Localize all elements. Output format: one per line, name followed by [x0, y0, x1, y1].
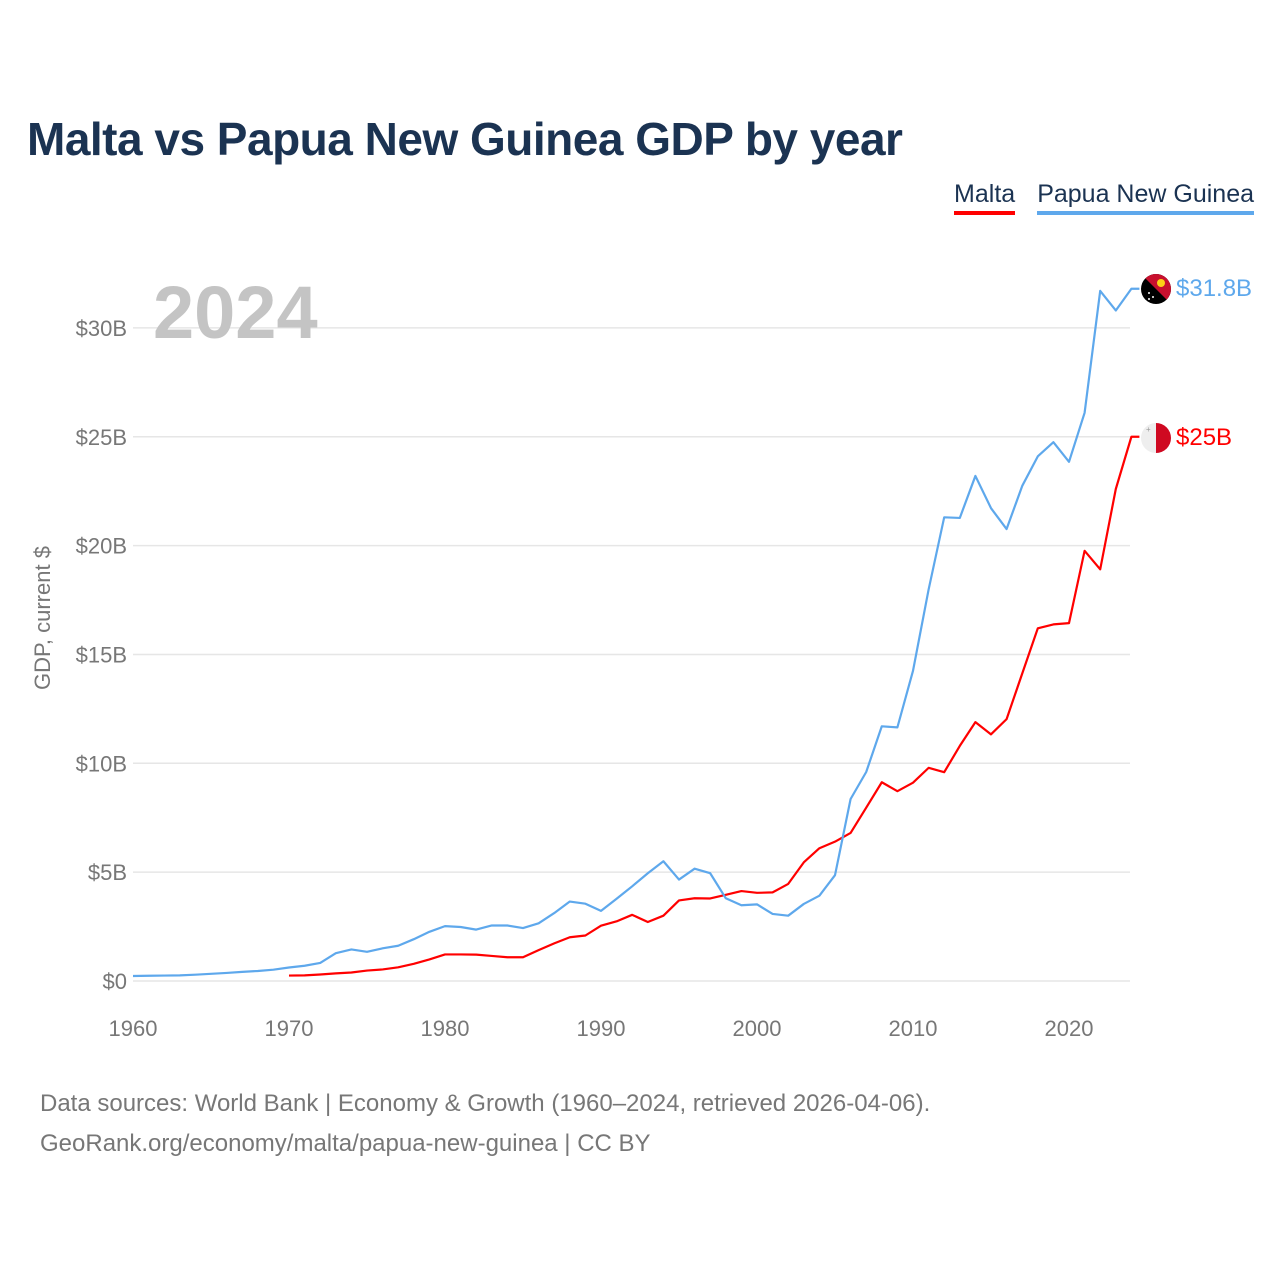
y-tick-label: $10B	[76, 751, 127, 776]
y-axis-label: GDP, current $	[30, 546, 55, 690]
y-tick-label: $30B	[76, 316, 127, 341]
year-watermark: 2024	[153, 271, 318, 354]
series-line-malta	[288, 435, 1140, 977]
y-tick-label: $20B	[76, 534, 127, 559]
x-tick-label: 2010	[889, 1016, 938, 1041]
source-line-1: Data sources: World Bank | Economy & Gro…	[40, 1090, 931, 1117]
x-tick-label: 2020	[1045, 1016, 1094, 1041]
y-tick-label: $5B	[88, 860, 127, 885]
legend: Malta Papua New Guinea	[954, 180, 1254, 215]
png-flag-icon	[1141, 274, 1171, 304]
x-tick-label: 1970	[265, 1016, 314, 1041]
end-value-label: $31.8B	[1176, 275, 1252, 302]
series-line-png	[132, 287, 1140, 978]
source-line-2[interactable]: GeoRank.org/economy/malta/papua-new-guin…	[40, 1130, 651, 1157]
chart-title: Malta vs Papua New Guinea GDP by year	[27, 113, 903, 165]
x-tick-label: 1960	[109, 1016, 158, 1041]
x-tick-label: 1980	[421, 1016, 470, 1041]
x-tick-label: 2000	[733, 1016, 782, 1041]
end-value-label: $25B	[1176, 424, 1232, 451]
legend-malta[interactable]: Malta	[954, 180, 1016, 215]
source-note: Data sources: World Bank | Economy & Gro…	[40, 1084, 930, 1164]
malta-flag-icon: +	[1141, 423, 1171, 453]
y-tick-label: $0	[103, 969, 127, 994]
x-tick-label: 1990	[577, 1016, 626, 1041]
y-tick-label: $25B	[76, 425, 127, 450]
legend-png[interactable]: Papua New Guinea	[1037, 180, 1254, 215]
y-tick-label: $15B	[76, 642, 127, 667]
svg-text:+: +	[1146, 425, 1151, 434]
